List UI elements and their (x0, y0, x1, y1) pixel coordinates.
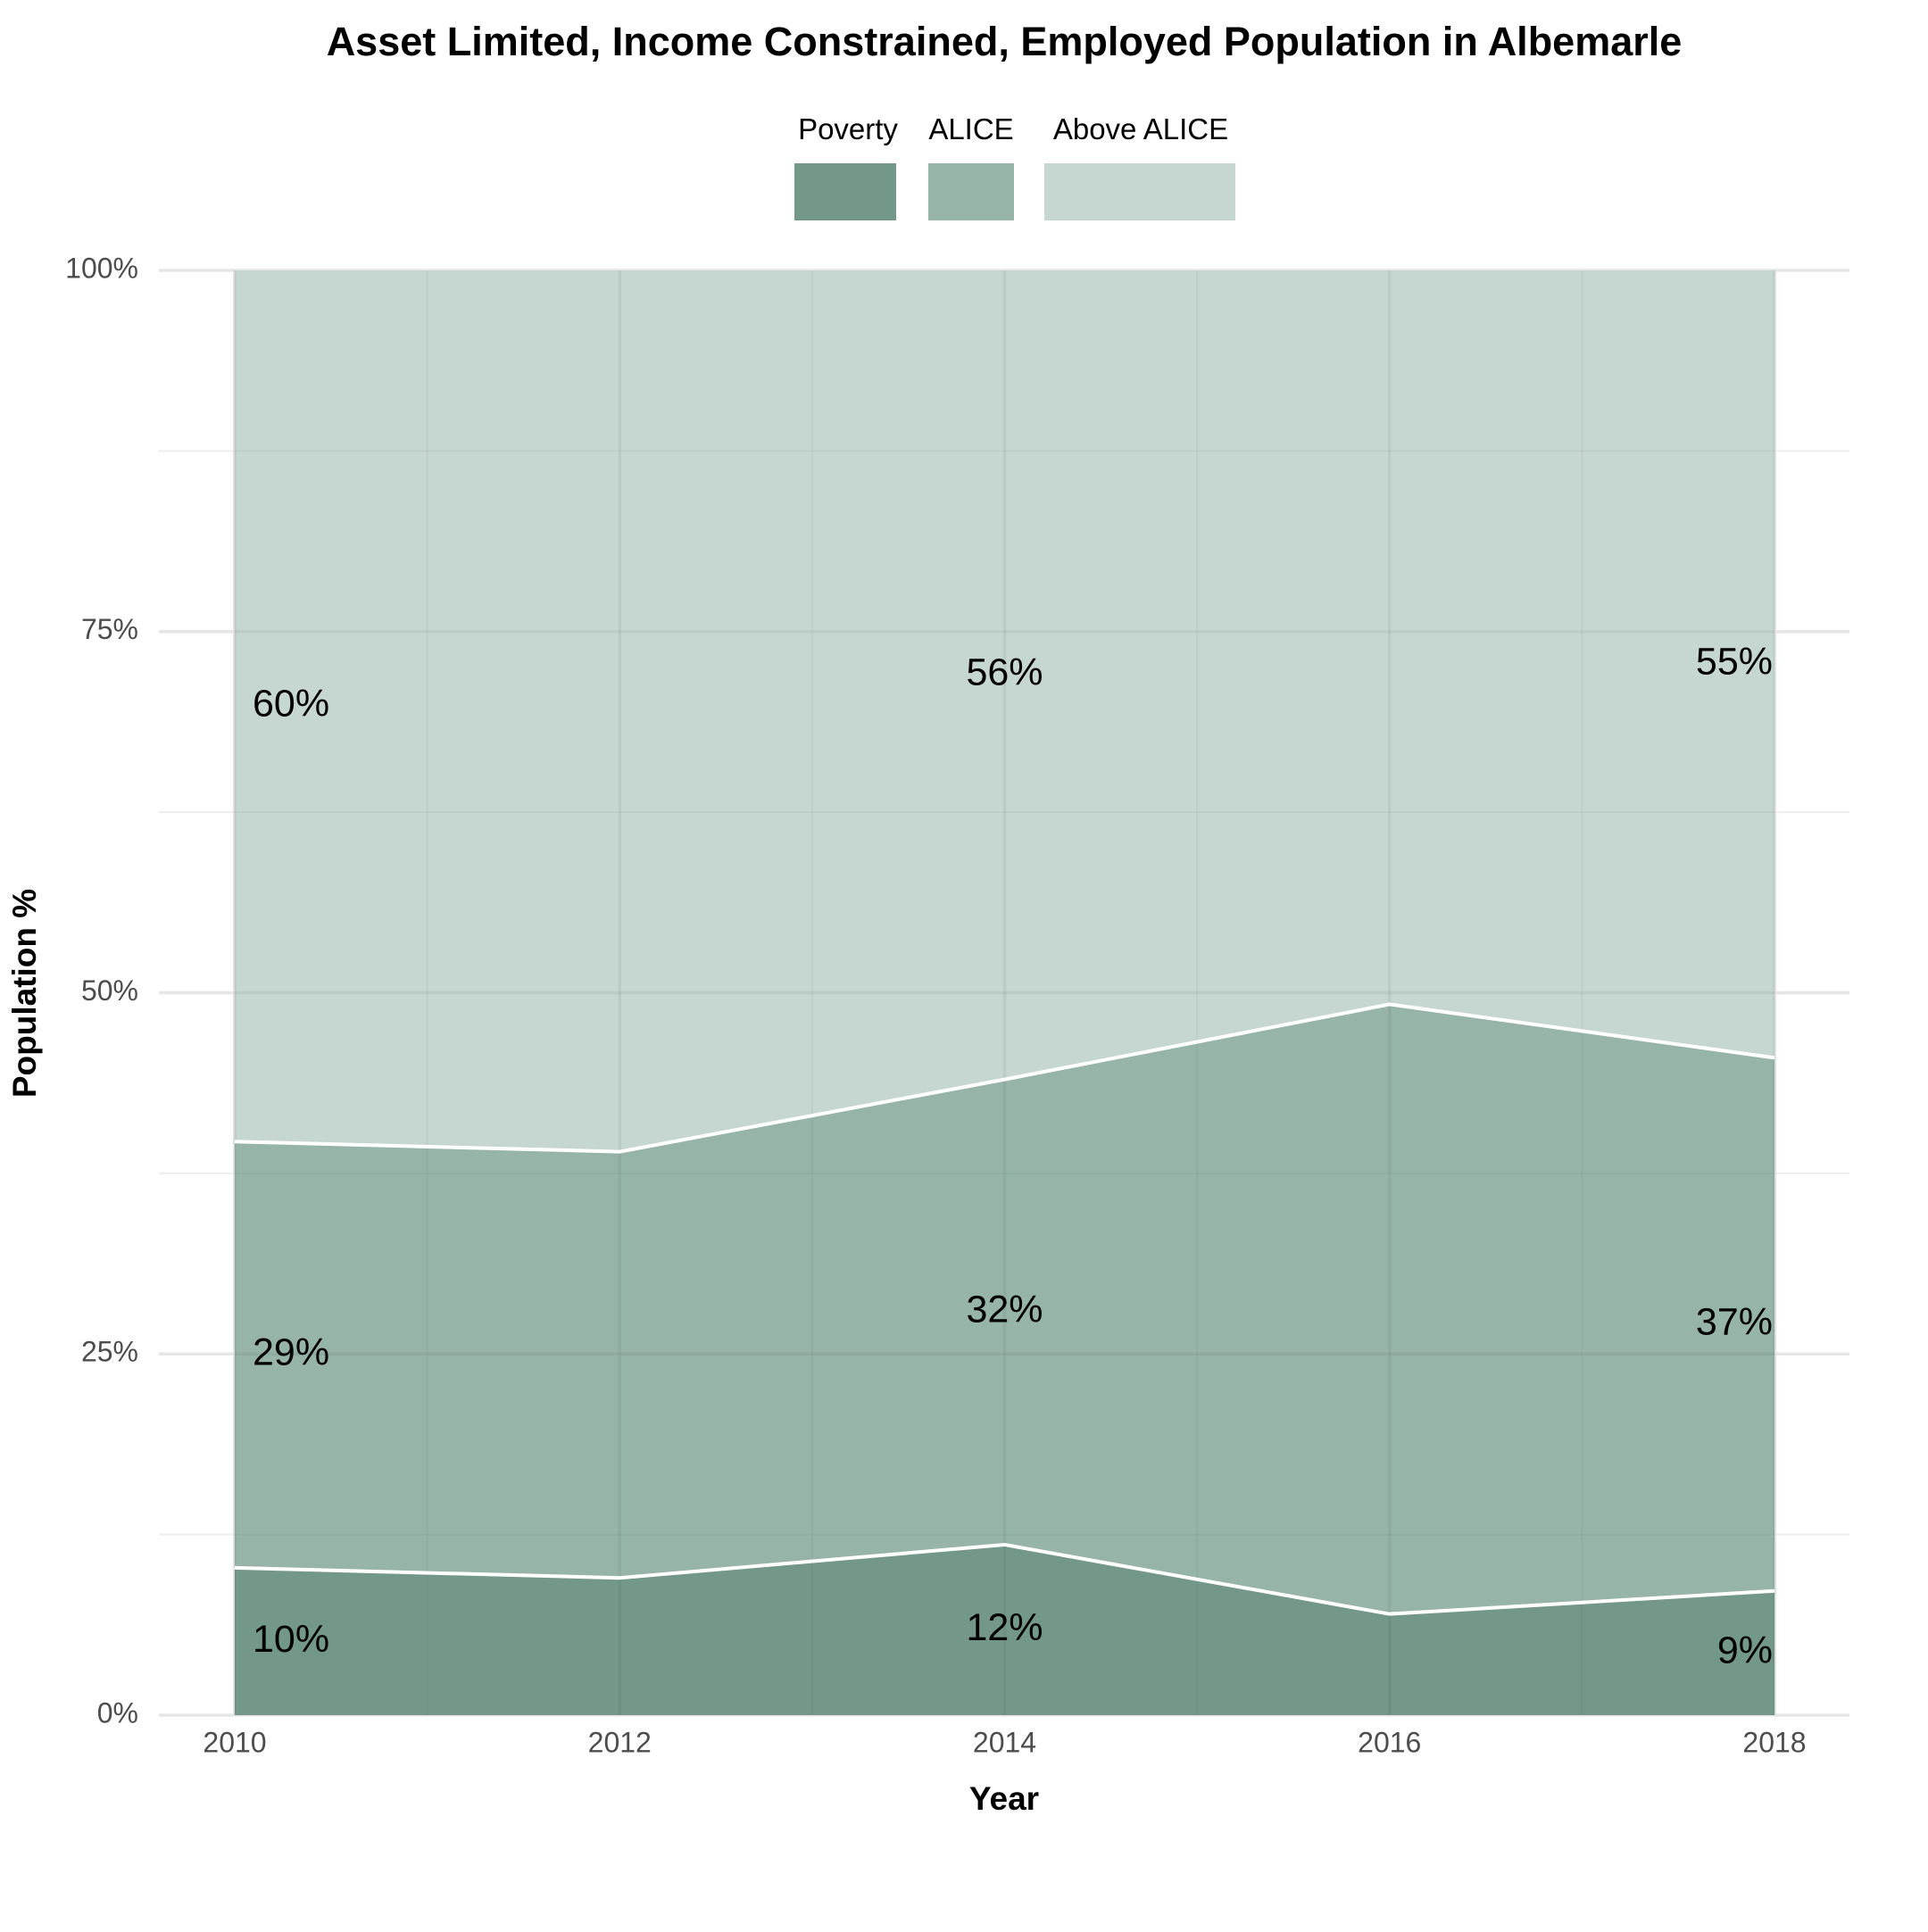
legend-swatch (928, 163, 1014, 220)
legend-item-poverty: Poverty (794, 112, 898, 220)
data-labels: 10% 29% 60% 12% 32% 56% 9% 37% 55% (253, 641, 1773, 1672)
legend-swatch (794, 163, 896, 220)
legend-label: ALICE (928, 112, 1013, 145)
y-axis: 0% 25% 50% 75% 100% (65, 252, 138, 1729)
area-above-alice (235, 270, 1774, 1152)
legend-item-alice: ALICE (928, 112, 1014, 220)
legend-label: Above ALICE (1053, 112, 1228, 145)
y-tick-label: 25% (81, 1336, 138, 1368)
x-axis: 2010 2012 2014 2016 2018 (203, 1726, 1806, 1758)
data-label-above-alice-2018: 55% (1696, 641, 1773, 684)
x-tick-label: 2018 (1742, 1726, 1806, 1758)
legend-swatch (1044, 163, 1235, 220)
grid-overlay-lines (233, 270, 1776, 1715)
y-tick-label: 50% (81, 974, 138, 1007)
boundary-alice (234, 1002, 1775, 1154)
legend-label: Poverty (798, 112, 898, 145)
x-tick-label: 2010 (203, 1726, 266, 1758)
y-tick-label: 75% (81, 613, 138, 645)
y-axis-title: Population % (6, 889, 43, 1098)
data-label-above-alice-2014: 56% (966, 651, 1043, 694)
data-label-alice-2010: 29% (253, 1331, 329, 1373)
y-tick-label: 0% (97, 1696, 138, 1729)
y-tick-label: 100% (65, 252, 138, 284)
x-tick-label: 2014 (973, 1726, 1036, 1758)
legend-item-above-alice: Above ALICE (1044, 112, 1235, 220)
data-label-poverty-2018: 9% (1717, 1629, 1773, 1672)
x-tick-label: 2016 (1358, 1726, 1421, 1758)
data-label-alice-2014: 32% (966, 1289, 1043, 1331)
area-poverty (235, 1544, 1774, 1715)
area-alice (235, 1004, 1774, 1614)
x-tick-label: 2012 (588, 1726, 652, 1758)
boundary-poverty (234, 1542, 1775, 1616)
series-boundary-lines (234, 1002, 1775, 1616)
area-layers (235, 270, 1774, 1715)
legend: Poverty ALICE Above ALICE (794, 112, 1235, 220)
x-axis-title: Year (969, 1780, 1039, 1817)
data-label-poverty-2010: 10% (253, 1618, 329, 1661)
data-label-alice-2018: 37% (1696, 1300, 1773, 1343)
data-label-above-alice-2010: 60% (253, 682, 329, 725)
data-label-poverty-2014: 12% (966, 1606, 1043, 1649)
chart-title: Asset Limited, Income Constrained, Emplo… (327, 19, 1683, 64)
